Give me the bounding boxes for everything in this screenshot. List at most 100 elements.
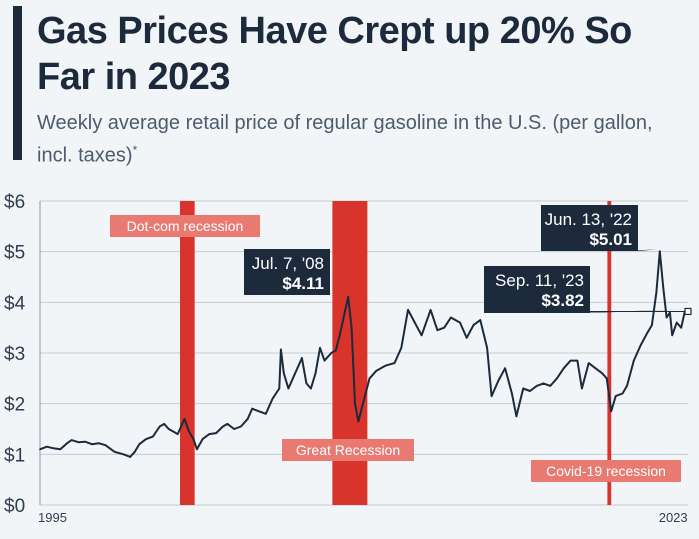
data-point: [319, 347, 321, 349]
data-point: [301, 357, 303, 359]
data-point: [192, 438, 195, 440]
data-point: [581, 387, 583, 390]
data-point: [675, 321, 678, 324]
data-point: [104, 444, 107, 447]
callout-jun-2022: Jun. 13, '22$5.01: [541, 205, 658, 251]
callout-value: $4.11: [282, 274, 324, 293]
callout-jul-2008: Jul. 7, '08$4.11: [244, 249, 344, 295]
data-point: [669, 311, 671, 314]
data-point: [384, 364, 387, 367]
recession-label-text: Covid-19 recession: [546, 463, 666, 479]
callout-value: $5.01: [589, 230, 632, 249]
data-point: [658, 250, 661, 252]
data-point: [163, 423, 165, 425]
data-point: [323, 359, 326, 362]
data-point: [305, 382, 308, 385]
latest-value-marker: [684, 307, 692, 316]
data-point: [294, 372, 296, 375]
recession-label-box: [531, 460, 681, 482]
data-point: [368, 377, 371, 380]
data-point: [639, 344, 642, 347]
data-point: [633, 359, 635, 362]
data-point: [122, 453, 125, 456]
data-point: [129, 456, 132, 458]
data-point: [556, 377, 558, 380]
data-point: [59, 448, 62, 451]
data-point: [497, 380, 500, 382]
recession-label-text: Great Recession: [296, 442, 400, 458]
data-point: [504, 367, 506, 370]
data-point: [414, 321, 416, 324]
data-point: [542, 382, 545, 385]
callout-date: Jul. 7, '08: [252, 254, 324, 273]
data-point: [569, 359, 572, 362]
data-point: [400, 347, 403, 349]
data-point: [97, 442, 100, 444]
data-point: [563, 367, 565, 370]
data-point: [680, 326, 683, 329]
data-point: [215, 432, 217, 434]
data-point: [188, 430, 190, 433]
data-point: [459, 321, 461, 324]
data-point: [420, 334, 423, 337]
callout-sep-2023: Sep. 11, '23$3.82: [484, 266, 682, 313]
recession-band: [607, 201, 612, 505]
callout-pointer: [628, 249, 658, 251]
data-point: [626, 385, 628, 387]
data-point: [84, 440, 86, 443]
data-point: [287, 387, 290, 390]
data-point: [665, 316, 668, 319]
data-point: [258, 410, 260, 413]
data-point: [621, 392, 624, 395]
data-point: [429, 309, 432, 311]
data-point: [246, 418, 249, 420]
subtitle-text: Weekly average retail price of regular g…: [37, 112, 653, 167]
data-point: [226, 423, 229, 425]
callout-value: $3.82: [541, 291, 584, 310]
data-point: [515, 415, 518, 418]
data-point: [594, 367, 597, 370]
y-tick-label: $0: [4, 496, 25, 517]
data-point: [529, 390, 531, 392]
recession-band: [179, 201, 195, 505]
data-point: [172, 430, 175, 433]
callout-box: [244, 249, 330, 295]
data-point: [655, 291, 658, 294]
callout-box: [541, 205, 638, 251]
data-point: [344, 309, 347, 311]
callout-pointer: [278, 292, 344, 295]
data-point: [283, 372, 285, 375]
data-point: [310, 387, 312, 390]
y-tick-label: $2: [4, 395, 25, 416]
data-point: [152, 435, 154, 438]
data-point: [587, 362, 590, 364]
data-point: [52, 447, 55, 450]
data-point: [134, 451, 136, 453]
data-point: [45, 445, 48, 448]
covid-recession-label: Covid-19 recession: [531, 460, 681, 482]
data-point: [443, 326, 445, 329]
data-point: [522, 387, 524, 390]
footnote-marker: *: [132, 143, 138, 157]
data-point: [651, 324, 653, 326]
data-point: [479, 319, 482, 321]
data-point: [605, 377, 608, 380]
y-tick-label: $4: [4, 293, 26, 314]
data-point: [145, 438, 147, 440]
data-point: [330, 352, 333, 354]
data-point: [362, 402, 364, 405]
data-point: [375, 369, 378, 372]
data-point: [278, 387, 281, 390]
data-point: [77, 441, 80, 443]
data-point: [671, 334, 673, 337]
data-point: [576, 359, 579, 362]
data-point: [222, 425, 224, 428]
data-point: [465, 337, 468, 339]
data-point: [201, 438, 204, 440]
data-point: [334, 349, 337, 352]
data-point: [662, 286, 664, 288]
data-point: [233, 428, 235, 430]
data-point: [407, 309, 409, 311]
data-point: [208, 433, 211, 435]
